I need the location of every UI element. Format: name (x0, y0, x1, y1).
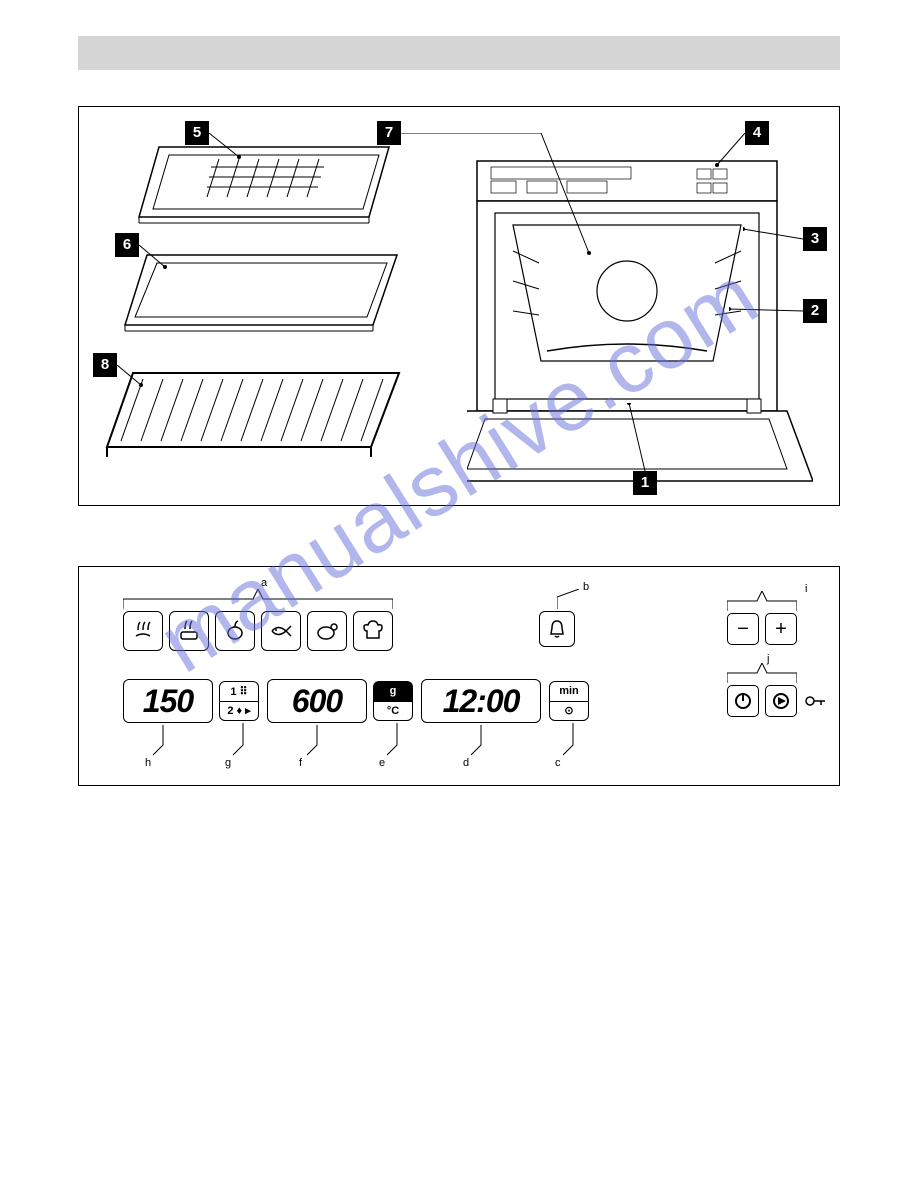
leader-f (307, 725, 327, 759)
callout-8: 8 (93, 353, 117, 377)
leader-h (153, 725, 173, 759)
bracket-i (727, 591, 797, 613)
stop-icon (771, 691, 791, 711)
leader-e (387, 723, 407, 759)
leader-8 (117, 365, 157, 395)
callout-1: 1 (633, 471, 657, 495)
leader-d (471, 725, 491, 759)
label-a: a (261, 577, 267, 589)
level-selector[interactable]: 1 ⠿ 2 ♦ ▸ (219, 681, 259, 721)
stop-button[interactable] (765, 685, 797, 717)
leader-5 (209, 133, 249, 163)
figure-oven-diagram: 5 6 (78, 106, 840, 506)
tray-perforated (129, 137, 399, 227)
bracket-a (123, 589, 393, 611)
key-icon (805, 693, 827, 709)
time-min: min (549, 681, 589, 701)
label-g: g (225, 757, 231, 769)
plus-icon: + (775, 618, 787, 641)
leader-7 (401, 133, 601, 263)
leader-6 (139, 245, 179, 275)
level-1: 1 ⠿ (219, 681, 259, 701)
callout-5: 5 (185, 121, 209, 145)
header-bar (78, 36, 840, 70)
mode-vegetable-icon[interactable] (215, 611, 255, 651)
leader-4 (715, 133, 755, 173)
time-selector[interactable]: min ⊙ (549, 681, 589, 721)
callout-2: 2 (803, 299, 827, 323)
label-c: c (555, 757, 561, 769)
mode-fish-icon[interactable] (261, 611, 301, 651)
leader-c (563, 723, 583, 759)
leader-2 (729, 305, 803, 325)
callout-7: 7 (377, 121, 401, 145)
callout-6: 6 (115, 233, 139, 257)
display-temp: 150 (123, 679, 213, 723)
power-button[interactable] (727, 685, 759, 717)
mode-steam-icon[interactable] (123, 611, 163, 651)
time-timer: ⊙ (549, 701, 589, 722)
power-icon (733, 691, 753, 711)
minus-icon: − (737, 618, 749, 641)
bracket-j (727, 663, 797, 685)
unit-c: °C (373, 701, 413, 722)
label-h: h (145, 757, 151, 769)
leader-g (233, 723, 253, 759)
label-b: b (583, 581, 589, 593)
level-2: 2 ♦ ▸ (219, 701, 259, 722)
label-i: i (805, 583, 807, 595)
mode-poultry-icon[interactable] (307, 611, 347, 651)
label-f: f (299, 757, 302, 769)
label-j: j (767, 653, 769, 665)
mode-reheat-icon[interactable] (169, 611, 209, 651)
display-power: 600 (267, 679, 367, 723)
display-clock: 12:00 (421, 679, 541, 723)
label-d: d (463, 757, 469, 769)
unit-g: g (373, 681, 413, 701)
plus-button[interactable]: + (765, 613, 797, 645)
label-e: e (379, 757, 385, 769)
page: manualshive.com 5 (0, 0, 918, 1188)
leader-3 (743, 227, 803, 247)
mode-chef-icon[interactable] (353, 611, 393, 651)
figure-control-panel: a b − + i 150 1 ⠿ 2 ♦ ▸ 600 g °C 12:00 m… (78, 566, 840, 786)
leader-1 (627, 403, 647, 473)
minus-button[interactable]: − (727, 613, 759, 645)
unit-selector[interactable]: g °C (373, 681, 413, 721)
alarm-button[interactable] (539, 611, 575, 647)
callout-3: 3 (803, 227, 827, 251)
